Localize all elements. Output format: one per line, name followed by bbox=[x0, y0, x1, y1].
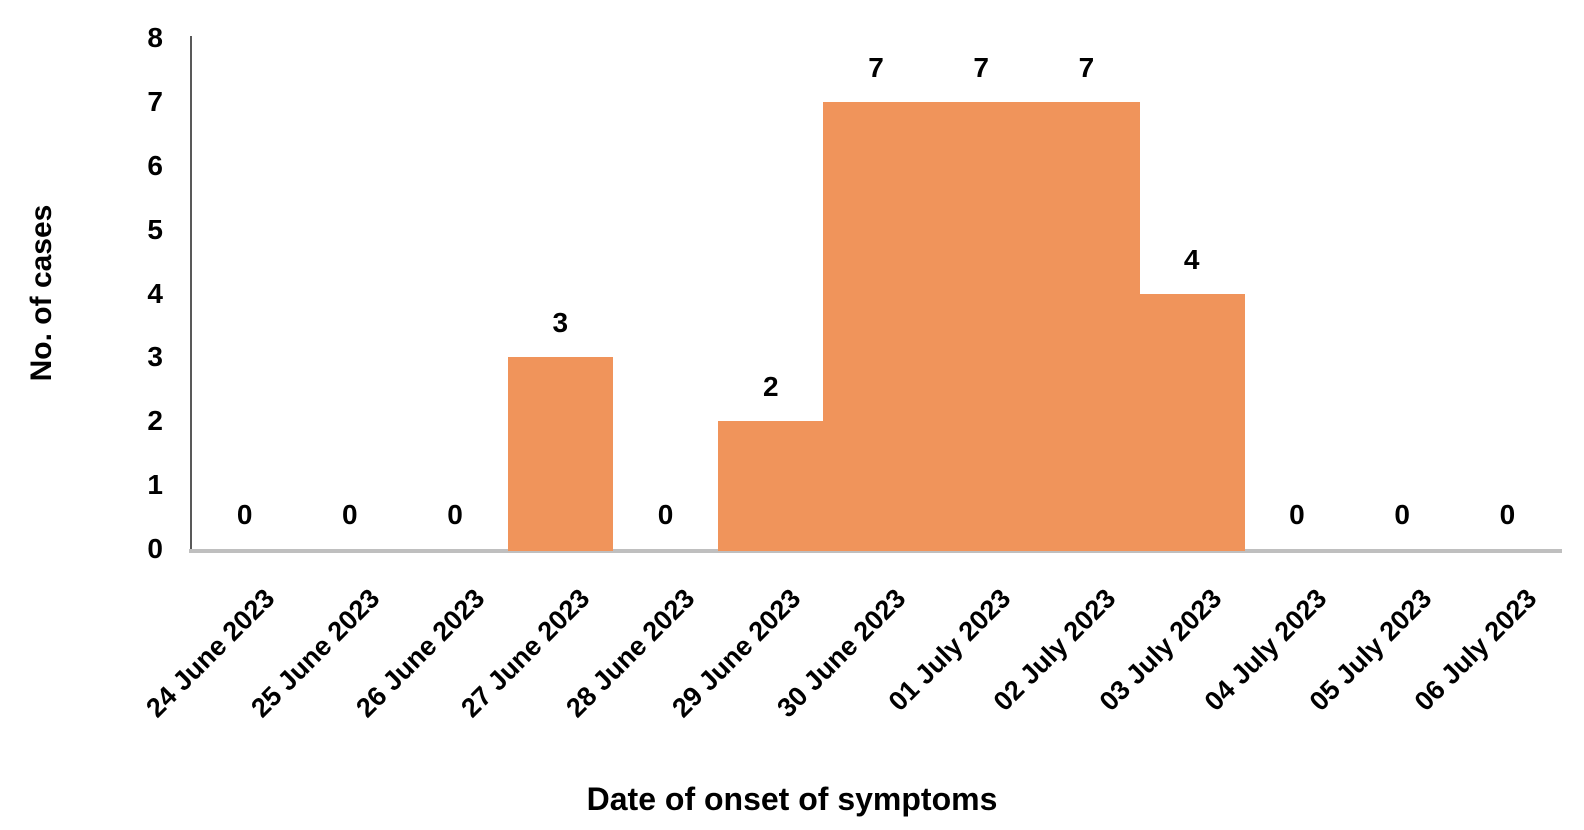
y-tick-label-1: 1 bbox=[147, 469, 163, 501]
bar-30-june-2023 bbox=[823, 101, 930, 551]
bar-02-july-2023 bbox=[1033, 101, 1140, 551]
data-label-04-july-2023: 0 bbox=[1289, 499, 1305, 530]
y-tick-label-2: 2 bbox=[147, 405, 163, 437]
plot-area: 0 0 0 3 0 2 7 7 7 4 0 0 0 bbox=[192, 0, 1560, 551]
data-label-06-july-2023: 0 bbox=[1499, 499, 1516, 530]
y-tick-label-4: 4 bbox=[147, 277, 163, 309]
data-label-05-july-2023: 0 bbox=[1394, 499, 1410, 530]
data-label-29-june-2023: 2 bbox=[762, 371, 779, 403]
x-axis-line bbox=[189, 549, 1562, 553]
y-tick-label-8: 8 bbox=[147, 22, 163, 53]
bar-27-june-2023 bbox=[507, 357, 614, 551]
bar-03-july-2023 bbox=[1139, 293, 1245, 551]
data-label-28-june-2023: 0 bbox=[657, 499, 674, 530]
bar-29-june-2023 bbox=[718, 421, 824, 551]
y-tick-label-0: 0 bbox=[147, 533, 163, 564]
data-label-01-july-2023: 7 bbox=[973, 51, 989, 83]
data-label-25-june-2023: 0 bbox=[342, 499, 358, 530]
x-axis-title: Date of onset of symptoms bbox=[586, 781, 998, 817]
y-axis-line bbox=[190, 36, 192, 553]
data-label-27-june-2023: 3 bbox=[552, 307, 569, 339]
data-label-26-june-2023: 0 bbox=[447, 499, 463, 530]
bar-01-july-2023 bbox=[928, 101, 1035, 551]
data-label-30-june-2023: 7 bbox=[868, 51, 884, 83]
y-tick-label-5: 5 bbox=[147, 213, 163, 245]
y-tick-label-7: 7 bbox=[147, 85, 163, 117]
data-label-03-july-2023: 4 bbox=[1183, 243, 1200, 275]
y-tick-label-6: 6 bbox=[147, 149, 163, 181]
data-label-02-july-2023: 7 bbox=[1078, 51, 1095, 83]
y-tick-label-3: 3 bbox=[147, 341, 163, 373]
data-label-24-june-2023: 0 bbox=[236, 499, 253, 530]
